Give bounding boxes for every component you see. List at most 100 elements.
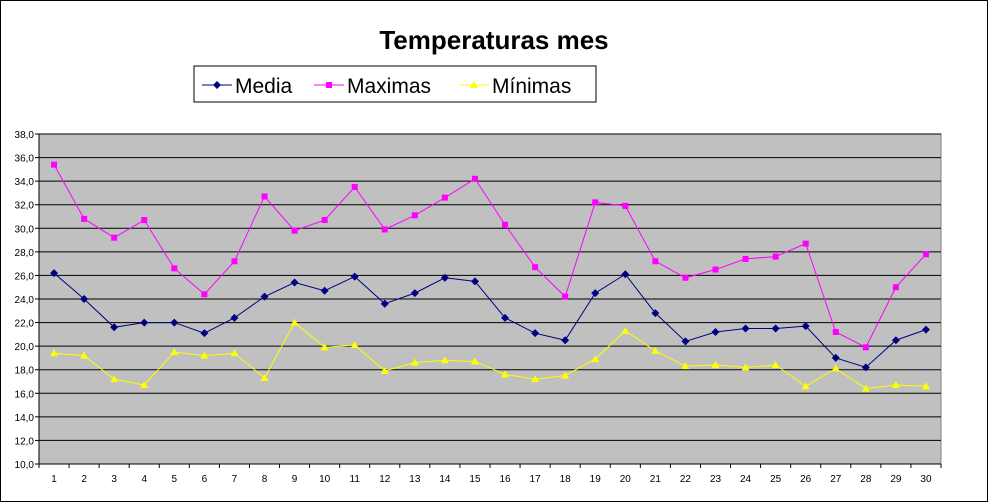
series-line-media — [53, 272, 927, 368]
data-point-maximas — [742, 255, 749, 262]
legend: Media Maximas Mínimas — [193, 65, 597, 103]
x-tick-label: 28 — [860, 474, 872, 485]
x-tick-label: 19 — [590, 474, 602, 485]
data-point-maximas — [652, 258, 659, 265]
legend-label-minimas: Mínimas — [492, 75, 571, 98]
data-point-minimas — [380, 366, 389, 374]
x-tick-label: 8 — [262, 474, 268, 485]
x-tick-label: 18 — [560, 474, 572, 485]
x-tick-label: 26 — [800, 474, 812, 485]
series-line-maximas — [53, 164, 927, 348]
data-point-maximas — [832, 329, 839, 335]
data-point-minimas — [831, 364, 840, 372]
x-tick-label: 25 — [770, 474, 782, 485]
y-tick-label: 28,0 — [15, 248, 35, 259]
legend-label-maximas: Maximas — [347, 75, 431, 98]
data-point-maximas — [682, 274, 689, 281]
data-point-minimas — [110, 375, 119, 383]
y-tick-label: 22,0 — [15, 319, 35, 330]
data-point-maximas — [622, 202, 629, 209]
data-point-minimas — [470, 357, 479, 365]
data-point-maximas — [201, 291, 208, 298]
legend-box — [193, 65, 597, 103]
data-point-minimas — [140, 381, 149, 389]
data-point-minimas — [801, 382, 810, 390]
x-tick-label: 11 — [350, 474, 361, 485]
data-point-media — [801, 322, 810, 331]
x-tick-label: 30 — [920, 474, 932, 485]
data-point-minimas — [681, 362, 690, 370]
series-minimas — [50, 318, 930, 392]
y-tick-label: 24,0 — [15, 295, 35, 306]
data-point-maximas — [381, 226, 388, 233]
x-tick-label: 6 — [202, 474, 208, 485]
x-tick-label: 27 — [830, 474, 842, 485]
data-point-media — [561, 336, 570, 345]
x-tick-label: 2 — [81, 474, 87, 485]
y-tick-label: 20,0 — [15, 342, 35, 353]
data-point-minimas — [410, 358, 419, 366]
x-tick-label: 22 — [680, 474, 692, 485]
data-point-minimas — [741, 363, 750, 371]
legend-label-media: Media — [235, 75, 293, 98]
data-point-media — [260, 292, 269, 301]
data-point-media — [861, 363, 870, 372]
data-point-media — [651, 309, 660, 318]
data-point-minimas — [260, 373, 269, 381]
data-point-maximas — [141, 217, 148, 224]
data-point-minimas — [861, 384, 870, 392]
data-point-maximas — [441, 194, 448, 201]
y-tick-label: 38,0 — [15, 130, 35, 141]
data-point-media — [410, 289, 419, 298]
data-point-minimas — [501, 370, 510, 378]
x-tick-label: 20 — [620, 474, 632, 485]
data-point-media — [320, 286, 329, 295]
data-point-maximas — [411, 212, 418, 219]
data-point-minimas — [80, 351, 89, 359]
data-point-minimas — [621, 326, 630, 334]
x-tick-label: 23 — [710, 474, 722, 485]
data-point-maximas — [471, 175, 478, 182]
data-point-minimas — [771, 361, 780, 368]
y-tick-label: 18,0 — [15, 366, 35, 377]
y-tick-label: 32,0 — [15, 201, 35, 212]
data-point-minimas — [320, 343, 329, 351]
data-point-minimas — [170, 348, 179, 356]
x-tick-label: 10 — [319, 474, 331, 485]
data-point-maximas — [81, 215, 88, 222]
data-point-media — [170, 318, 179, 327]
data-point-media — [110, 323, 119, 332]
data-point-minimas — [921, 382, 930, 390]
data-point-minimas — [531, 375, 540, 383]
data-point-maximas — [111, 234, 118, 241]
data-point-maximas — [772, 253, 779, 260]
plot-area: 10,0 12,0 14,0 16,0 18,0 20,0 22,0 24,0 26,0 28,0… — [15, 130, 942, 485]
data-point-minimas — [290, 318, 299, 326]
series-line-minimas — [53, 321, 926, 390]
data-point-maximas — [892, 284, 899, 291]
series-maximas — [51, 161, 929, 351]
data-point-media — [440, 273, 449, 282]
legend-marker-media — [213, 81, 221, 89]
data-point-media — [200, 329, 209, 338]
data-point-media — [350, 272, 359, 281]
x-tick-label: 24 — [740, 474, 752, 485]
y-tick-label: 14,0 — [15, 413, 35, 424]
data-point-media — [681, 337, 690, 346]
data-point-maximas — [291, 227, 298, 234]
data-point-minimas — [230, 349, 239, 357]
data-point-maximas — [351, 184, 358, 191]
data-point-maximas — [532, 264, 539, 271]
data-point-media — [140, 318, 149, 327]
data-point-maximas — [562, 293, 569, 300]
data-point-media — [531, 329, 540, 338]
x-tick-label: 21 — [650, 474, 662, 485]
data-point-maximas — [171, 265, 178, 272]
x-tick-label: 13 — [409, 474, 421, 485]
data-point-minimas — [561, 371, 570, 379]
y-tick-label: 30,0 — [15, 224, 35, 235]
series-media — [50, 269, 930, 372]
x-tick-label: 12 — [379, 474, 391, 485]
x-tick-label: 29 — [890, 474, 902, 485]
